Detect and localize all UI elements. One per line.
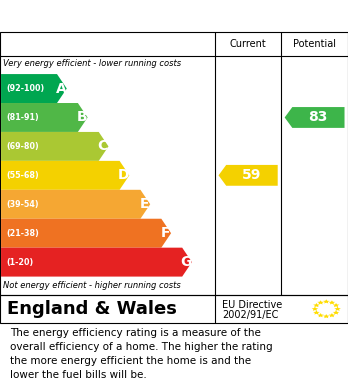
Polygon shape [219, 165, 278, 186]
Text: (39-54): (39-54) [6, 200, 39, 209]
Polygon shape [329, 300, 335, 305]
Text: E: E [140, 197, 149, 211]
Text: 2002/91/EC: 2002/91/EC [222, 310, 278, 320]
Text: (1-20): (1-20) [6, 258, 33, 267]
Text: Potential: Potential [293, 39, 336, 49]
Polygon shape [317, 313, 324, 317]
Polygon shape [311, 307, 318, 311]
Polygon shape [317, 300, 324, 305]
Text: (92-100): (92-100) [6, 84, 45, 93]
Text: EU Directive: EU Directive [222, 300, 282, 310]
Text: (55-68): (55-68) [6, 171, 39, 180]
Text: B: B [77, 111, 87, 124]
Text: F: F [160, 226, 170, 240]
Text: Energy Efficiency Rating: Energy Efficiency Rating [10, 9, 220, 23]
Polygon shape [1, 103, 88, 132]
Text: Very energy efficient - lower running costs: Very energy efficient - lower running co… [3, 59, 182, 68]
Polygon shape [285, 107, 345, 128]
Polygon shape [333, 310, 339, 314]
Text: 83: 83 [308, 111, 327, 124]
Polygon shape [313, 303, 320, 307]
Text: (69-80): (69-80) [6, 142, 39, 151]
Polygon shape [1, 219, 171, 248]
Text: England & Wales: England & Wales [7, 300, 177, 318]
Polygon shape [1, 190, 150, 219]
Polygon shape [334, 307, 341, 311]
Text: C: C [97, 140, 108, 153]
Text: (81-91): (81-91) [6, 113, 39, 122]
Polygon shape [323, 300, 330, 303]
Polygon shape [323, 314, 330, 318]
Polygon shape [1, 161, 129, 190]
Text: G: G [180, 255, 192, 269]
Text: (21-38): (21-38) [6, 229, 39, 238]
Polygon shape [1, 132, 109, 161]
Text: Not energy efficient - higher running costs: Not energy efficient - higher running co… [3, 281, 181, 290]
Polygon shape [1, 74, 67, 103]
Polygon shape [313, 310, 320, 314]
Text: 59: 59 [242, 169, 261, 182]
Text: The energy efficiency rating is a measure of the
overall efficiency of a home. T: The energy efficiency rating is a measur… [10, 328, 273, 380]
Text: Current: Current [230, 39, 267, 49]
Polygon shape [1, 248, 192, 276]
Polygon shape [329, 313, 335, 317]
Text: D: D [118, 169, 129, 182]
Polygon shape [333, 303, 339, 307]
Text: A: A [56, 82, 66, 95]
